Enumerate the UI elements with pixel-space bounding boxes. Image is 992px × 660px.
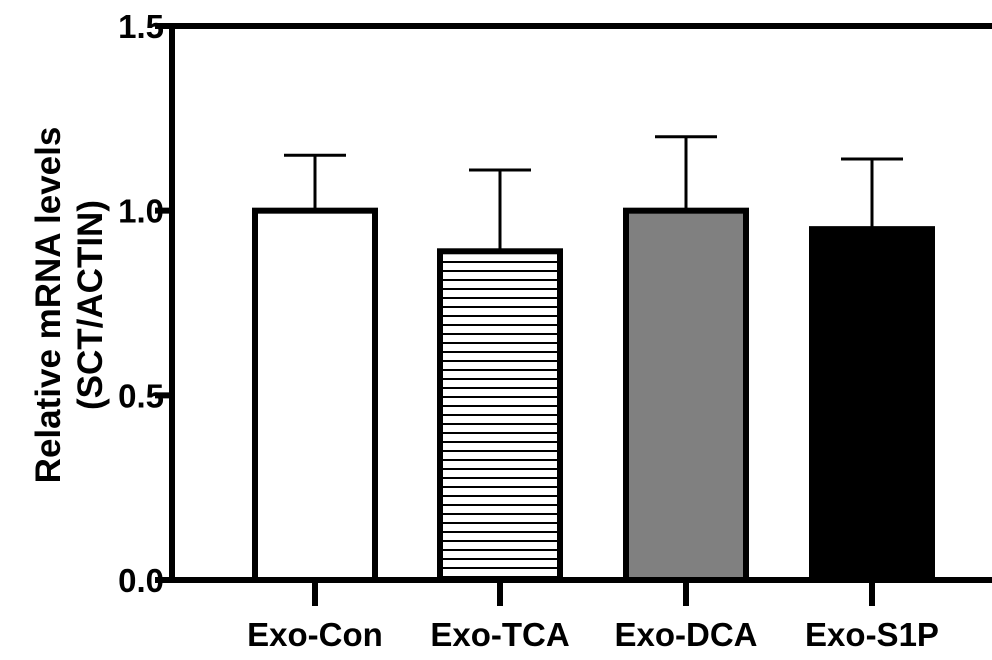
error-bars <box>284 135 903 252</box>
x-tick-label-0: Exo-Con <box>247 616 383 653</box>
y-tick-label-3: 1.5 <box>118 8 164 45</box>
y-tick-label-1: 0.5 <box>118 377 164 414</box>
axes <box>169 23 992 583</box>
y-ticks: 0.0 0.5 1.0 1.5 <box>118 8 172 599</box>
bar-exo-dca <box>623 207 749 584</box>
y-axis-title: Relative mRNA levels (SCT/ACTIN) <box>29 127 110 484</box>
x-ticks: Exo-Con Exo-TCA Exo-DCA Exo-S1P <box>247 580 939 653</box>
y-axis-label-line2: (SCT/ACTIN) <box>71 200 110 410</box>
bar-exo-con <box>252 207 378 584</box>
bar-exo-tca <box>437 248 563 583</box>
bars <box>252 207 935 584</box>
bar-exo-s1p <box>809 226 935 583</box>
x-tick-label-2: Exo-DCA <box>614 616 757 653</box>
y-tick-label-2: 1.0 <box>118 193 164 230</box>
y-tick-label-0: 0.0 <box>118 562 164 599</box>
y-axis-label-line1: Relative mRNA levels <box>29 127 68 484</box>
x-tick-label-3: Exo-S1P <box>805 616 939 653</box>
x-tick-label-1: Exo-TCA <box>430 616 569 653</box>
